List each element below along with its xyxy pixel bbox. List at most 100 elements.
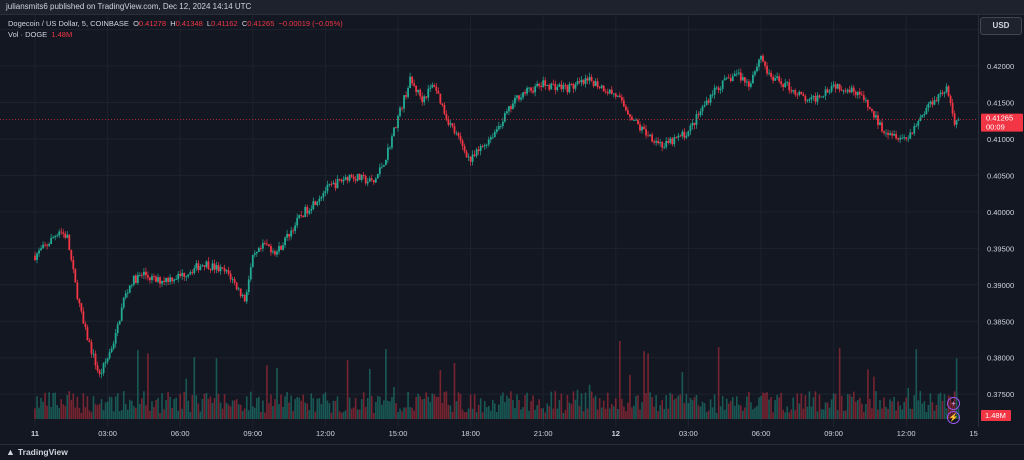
chart-area[interactable] [0,15,980,427]
candle-body [570,83,573,85]
volume-bar [286,392,288,419]
volume-bar [243,408,246,419]
candle-body [102,363,105,374]
candle-body [913,126,916,134]
candle-body [235,282,238,290]
candle-body [957,119,960,121]
volume-bar [288,402,290,419]
volume-bar [161,393,163,419]
candle-body [610,89,613,94]
volume-bar [433,394,436,419]
candle-body [251,254,254,268]
volume-bar [615,398,617,419]
volume-bar [729,400,732,419]
volume-bar [165,399,167,419]
candle-body [138,274,141,276]
candle-body [514,97,516,104]
candle-body [719,88,722,91]
candle-body [185,276,188,278]
candle-body [233,279,236,283]
candle-body [862,95,865,101]
candle-body [784,82,787,88]
price-chart[interactable] [0,15,980,427]
candle-body [136,275,139,284]
volume-bar [80,412,83,419]
candle-body [814,96,817,102]
candle-body [707,100,710,103]
time-axis[interactable]: 11 03:00 06:00 09:00 12:00 15:00 18:00 21:00 12 0… [0,427,978,441]
candle-body [637,119,639,125]
candle-body [937,94,940,102]
volume-bar [133,406,135,419]
volume-bar [935,404,938,419]
volume-bar [848,394,851,419]
volume-bar [413,410,415,419]
volume-bar [786,406,789,419]
candle-body [455,132,458,134]
volume-bar [76,396,79,419]
candle-body [445,113,448,120]
volume-bar [776,394,778,419]
volume-bar [471,408,474,419]
candle-body [96,365,99,371]
candle-body [727,77,730,79]
candle-body [703,105,706,107]
volume-bar [596,409,599,419]
ohlc-row: Dogecoin / US Dollar, 5, COINBASE O0.412… [8,18,343,29]
volume-bar [764,393,766,419]
candle-body [395,127,397,129]
volume-bar [758,397,760,419]
volume-bar [68,391,71,419]
volume-bar [576,389,579,419]
candle-body [354,179,357,181]
candle-body [510,106,512,109]
plus-circle-icon[interactable]: + [947,397,960,410]
volume-bar [120,410,123,419]
volume-bar [207,398,210,419]
candle-body [92,353,95,355]
volume-bar [489,410,492,419]
volume-bar [346,360,349,419]
volume-bar [44,392,46,419]
volume-bar [885,406,887,419]
currency-button[interactable]: USD [980,17,1022,35]
candle-body [562,85,565,90]
candle-body [336,179,339,189]
volume-bar [203,393,206,419]
volume-bar [812,397,815,419]
candle-body [614,93,617,97]
volume-bar [314,411,317,419]
volume-bar [62,404,65,419]
lightning-icon[interactable]: ⚡ [947,411,960,424]
volume-bar [572,391,575,419]
candle-body [608,89,611,94]
volume-bar [901,409,903,419]
candle-body [134,275,137,284]
last-price-badge [981,113,1023,132]
candle-body [370,178,373,181]
volume-bar [661,399,663,419]
candle-body [82,311,85,324]
volume-bar [534,409,536,419]
volume-bar [643,351,645,419]
volume-bar [147,353,149,419]
candle-body [709,94,712,103]
price-scale[interactable]: 0.425000.420000.415000.410000.405000.400… [978,15,1024,427]
candle-body [181,272,184,277]
volume-bar [945,408,948,419]
volume-bar [655,395,657,419]
candle-body [169,277,172,282]
candle-body [463,145,466,152]
volume-bar [108,396,111,419]
candle-body [193,268,196,274]
volume-bar [78,407,81,419]
volume-bar [897,401,899,419]
symbol-name[interactable]: Dogecoin / US Dollar, 5, COINBASE [8,19,129,28]
tradingview-logo[interactable]: ▲ TradingView [6,447,68,457]
volume-bar [479,398,482,419]
candle-body [362,174,365,177]
volume-label[interactable]: Vol · DOGE [8,30,48,39]
candle-body [840,89,843,91]
volume-bar [171,408,173,419]
candle-body [108,352,111,359]
